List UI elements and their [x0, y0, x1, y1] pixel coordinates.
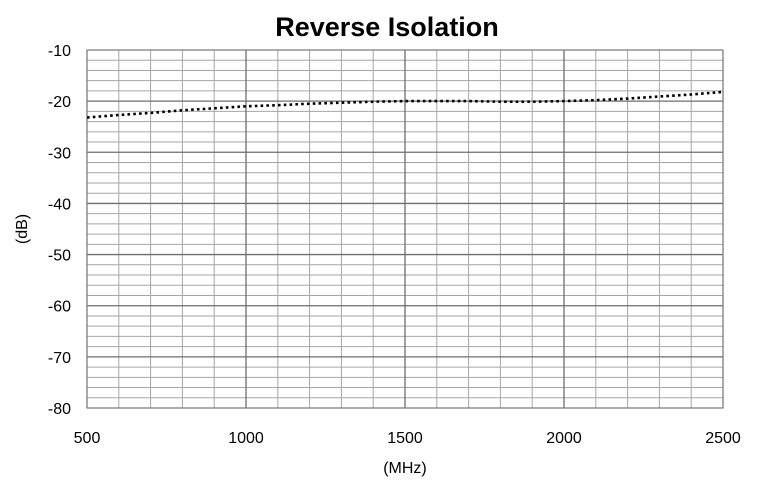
y-tick-label: -40: [48, 196, 71, 213]
y-axis-label: (dB): [14, 214, 31, 244]
chart-title: Reverse Isolation: [275, 12, 499, 42]
x-tick-label: 2500: [705, 430, 741, 447]
y-tick-label: -70: [48, 350, 71, 367]
series-layer: [86, 90, 724, 119]
x-tick-labels: 500 1000 1500 2000 2500: [74, 430, 741, 447]
y-tick-labels: -10 -20 -30 -40 -50 -60 -70 -80: [48, 43, 71, 418]
y-tick-label: -20: [48, 94, 71, 111]
y-tick-label: -50: [48, 248, 71, 265]
plot-area-border: [86, 49, 724, 409]
x-tick-label: 2000: [546, 430, 582, 447]
x-axis-label: (MHz): [383, 460, 427, 477]
x-tick-label: 500: [74, 430, 101, 447]
series-line: [86, 90, 724, 119]
x-tick-label: 1000: [228, 430, 264, 447]
y-tick-label: -80: [48, 401, 71, 418]
x-tick-label: 1500: [387, 430, 423, 447]
y-tick-label: -60: [48, 299, 71, 316]
y-tick-label: -10: [48, 43, 71, 60]
y-tick-label: -30: [48, 145, 71, 162]
